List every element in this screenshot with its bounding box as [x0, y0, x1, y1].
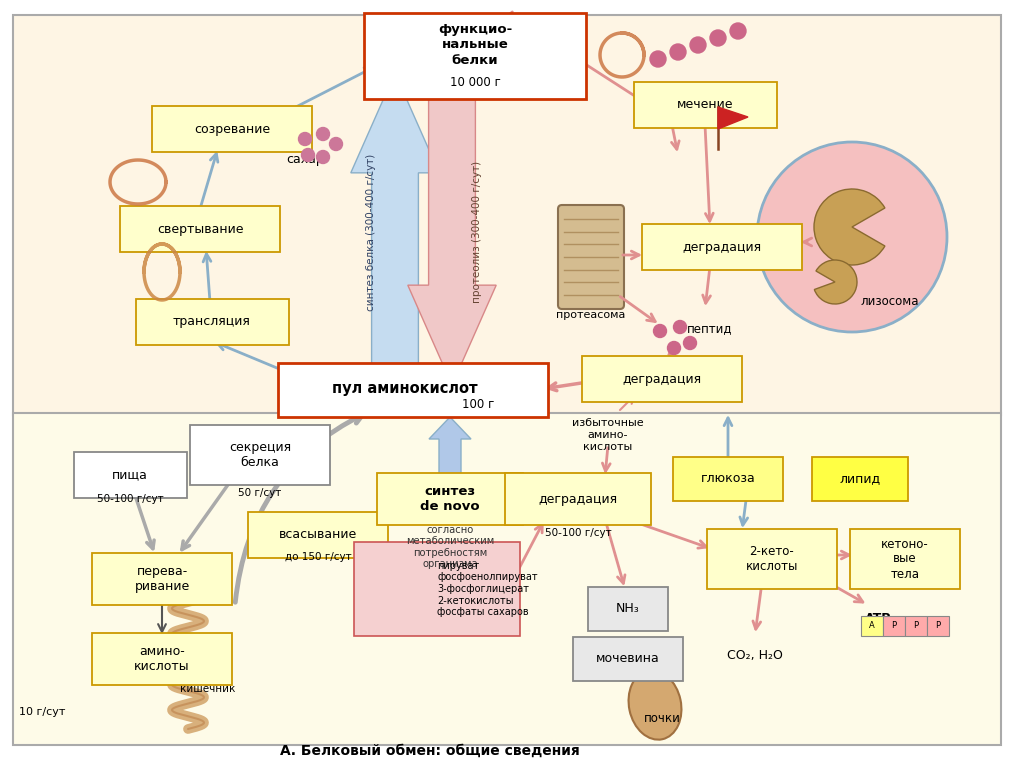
Text: NH₃: NH₃ [616, 603, 640, 615]
Polygon shape [351, 73, 439, 385]
FancyBboxPatch shape [92, 553, 232, 605]
Text: 10 000 г: 10 000 г [450, 75, 501, 88]
FancyBboxPatch shape [861, 616, 883, 636]
Text: деградация: деградация [539, 492, 617, 505]
FancyBboxPatch shape [152, 106, 312, 152]
Text: всасывание: всасывание [279, 528, 357, 542]
FancyBboxPatch shape [927, 616, 949, 636]
Text: амино-
кислоты: амино- кислоты [134, 645, 189, 673]
FancyBboxPatch shape [588, 587, 668, 631]
Text: P: P [936, 621, 941, 630]
Text: 50 г/сут: 50 г/сут [239, 488, 282, 498]
Circle shape [683, 337, 696, 350]
FancyBboxPatch shape [248, 512, 388, 558]
Text: 50-100 г/сут: 50-100 г/сут [545, 528, 611, 538]
Text: мочевина: мочевина [596, 653, 659, 666]
FancyBboxPatch shape [190, 425, 330, 485]
FancyBboxPatch shape [377, 473, 523, 525]
Text: функцио-
нальные
белки: функцио- нальные белки [438, 24, 512, 67]
Text: кишечник: кишечник [180, 684, 236, 694]
Text: липид: липид [840, 472, 881, 486]
Text: глюкоза: глюкоза [700, 472, 756, 486]
Text: пируват
фосфоенолпируват
3-фосфоглицерат
2-кетокислоты
фосфаты сахаров: пируват фосфоенолпируват 3-фосфоглицерат… [437, 561, 538, 617]
Text: секреция
белка: секреция белка [229, 441, 291, 469]
Text: трансляция: трансляция [173, 315, 251, 328]
Text: почки: почки [643, 713, 680, 726]
Text: CO₂, H₂O: CO₂, H₂O [727, 649, 783, 661]
Circle shape [690, 37, 706, 53]
FancyBboxPatch shape [582, 356, 742, 402]
Text: пул аминокислот: пул аминокислот [332, 381, 478, 397]
FancyArrow shape [429, 417, 471, 475]
Circle shape [757, 142, 947, 332]
Text: избыточные
амино-
кислоты: избыточные амино- кислоты [572, 419, 644, 452]
FancyBboxPatch shape [505, 473, 651, 525]
Text: перева-
ривание: перева- ривание [134, 565, 189, 593]
Text: 100 г: 100 г [462, 399, 495, 412]
Text: пептид: пептид [687, 322, 733, 335]
Text: кетоно-
вые
тела: кетоно- вые тела [881, 538, 929, 581]
FancyBboxPatch shape [74, 452, 186, 498]
FancyBboxPatch shape [707, 529, 837, 589]
Circle shape [668, 341, 681, 354]
Text: P: P [913, 621, 919, 630]
Text: лизосома: лизосома [861, 295, 920, 308]
Text: свертывание: свертывание [157, 222, 244, 235]
Text: 2-кето-
кислоты: 2-кето- кислоты [745, 545, 798, 573]
Circle shape [730, 23, 746, 39]
FancyBboxPatch shape [135, 299, 289, 345]
Circle shape [670, 44, 686, 60]
Text: до 150 г/сут: до 150 г/сут [285, 552, 351, 562]
Text: деградация: деградация [623, 373, 701, 386]
Circle shape [653, 324, 667, 337]
FancyBboxPatch shape [812, 457, 908, 501]
FancyBboxPatch shape [92, 633, 232, 685]
Text: P: P [892, 621, 897, 630]
FancyBboxPatch shape [883, 616, 905, 636]
Circle shape [316, 127, 330, 140]
FancyBboxPatch shape [634, 82, 776, 128]
FancyBboxPatch shape [13, 413, 1001, 745]
Text: синтез
de novo: синтез de novo [420, 485, 480, 513]
Text: пища: пища [112, 469, 147, 482]
Circle shape [330, 137, 342, 150]
Text: А. Белковый обмен: общие сведения: А. Белковый обмен: общие сведения [281, 744, 580, 758]
Text: деградация: деградация [682, 241, 762, 254]
Text: A: A [869, 621, 874, 630]
FancyBboxPatch shape [905, 616, 927, 636]
FancyBboxPatch shape [364, 13, 586, 99]
Text: 50-100 г/сут: 50-100 г/сут [96, 494, 163, 504]
Ellipse shape [629, 670, 681, 739]
Text: протеолиз (300-400 г/сут): протеолиз (300-400 г/сут) [472, 161, 482, 303]
Text: ATP: ATP [865, 613, 891, 626]
Circle shape [301, 149, 314, 162]
FancyBboxPatch shape [642, 224, 802, 270]
FancyBboxPatch shape [120, 206, 280, 252]
Text: 10 г/сут: 10 г/сут [18, 707, 66, 717]
Text: синтез белка (300-400 г/сут): синтез белка (300-400 г/сут) [366, 153, 376, 311]
FancyBboxPatch shape [13, 15, 1001, 415]
FancyBboxPatch shape [850, 529, 961, 589]
FancyBboxPatch shape [673, 457, 783, 501]
FancyBboxPatch shape [558, 205, 624, 309]
Text: мечение: мечение [677, 98, 733, 111]
Polygon shape [408, 73, 497, 385]
Polygon shape [718, 107, 748, 129]
FancyBboxPatch shape [354, 542, 520, 636]
Wedge shape [814, 260, 857, 304]
Circle shape [299, 133, 311, 146]
Circle shape [316, 150, 330, 163]
Text: созревание: созревание [194, 123, 270, 136]
Circle shape [674, 321, 686, 334]
Wedge shape [814, 189, 885, 265]
Text: сахар: сахар [286, 153, 324, 166]
Circle shape [710, 30, 726, 46]
FancyBboxPatch shape [278, 363, 548, 417]
Text: протеасома: протеасома [556, 310, 626, 320]
Text: согласно
метаболическим
потребностям
организма: согласно метаболическим потребностям орг… [406, 525, 495, 569]
FancyBboxPatch shape [573, 637, 683, 681]
Circle shape [650, 51, 666, 67]
